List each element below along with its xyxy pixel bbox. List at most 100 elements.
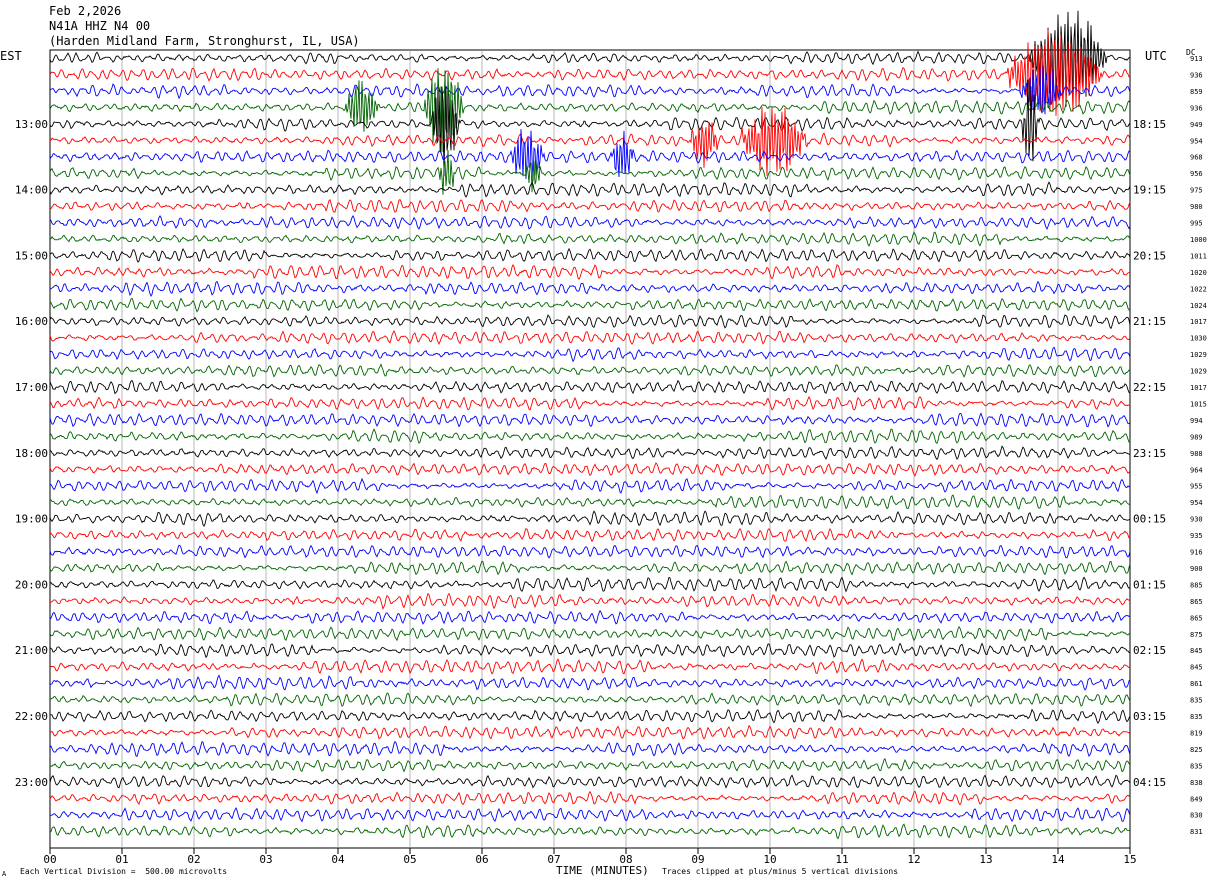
trace-line	[49, 181, 1131, 198]
trace-line	[49, 395, 1131, 411]
dc-offset-label: 1029	[1190, 368, 1207, 376]
dc-offset-label: 819	[1190, 729, 1203, 737]
dc-offset-label: 1029	[1190, 351, 1207, 359]
trace-line	[49, 806, 1131, 823]
trace-line	[49, 412, 1131, 428]
trace-line	[49, 674, 1131, 691]
grid	[49, 49, 1131, 849]
right-time-label: 19:15	[1133, 184, 1166, 197]
dc-offset-label: 885	[1190, 581, 1203, 589]
x-tick-label: 12	[907, 853, 920, 866]
x-tick-label: 04	[331, 853, 345, 866]
dc-offset-label: 1011	[1190, 252, 1207, 260]
trace-line	[49, 757, 1131, 773]
scale-mark: A	[2, 870, 7, 878]
x-tick-label: 15	[1123, 853, 1136, 866]
left-time-label: 14:00	[15, 184, 48, 197]
dc-offset-label: 964	[1190, 466, 1203, 474]
left-time-label: 16:00	[15, 315, 48, 328]
dc-offset-label: 859	[1190, 88, 1203, 96]
plot-date: Feb 2,2026	[49, 4, 122, 18]
dc-offset-label: 830	[1190, 812, 1203, 820]
trace-line	[49, 477, 1131, 495]
trace-line	[49, 724, 1131, 740]
x-tick-label: 05	[403, 853, 416, 866]
x-tick-label: 01	[115, 853, 128, 866]
dc-offset-label: 988	[1190, 450, 1203, 458]
left-time-label: 17:00	[15, 381, 48, 394]
dc-offset-label: 835	[1190, 713, 1203, 721]
dc-offset-label: 831	[1190, 828, 1203, 836]
dc-offset-label: 900	[1190, 565, 1203, 573]
dc-offset-label: 936	[1190, 71, 1203, 79]
trace-line	[49, 494, 1131, 510]
trace-line	[49, 379, 1131, 395]
trace-line	[49, 790, 1131, 806]
trace-line	[49, 198, 1131, 214]
clip-note: Traces clipped at plus/minus 5 vertical …	[662, 867, 899, 876]
trace-line	[49, 642, 1131, 659]
trace-line	[49, 774, 1131, 789]
dc-offset-label: 935	[1190, 532, 1203, 540]
trace-line	[49, 592, 1131, 610]
right-time-label: 02:15	[1133, 644, 1166, 657]
x-tick-label: 09	[691, 853, 704, 866]
dc-offset-label: 949	[1190, 121, 1203, 129]
trace-line	[49, 527, 1131, 543]
plot-frame	[49, 49, 1131, 849]
trace-line	[49, 10, 1131, 107]
trace-line	[49, 79, 1131, 177]
trace-line	[49, 149, 1131, 195]
x-tick-label: 02	[187, 853, 200, 866]
left-time-label: 20:00	[15, 578, 48, 591]
dc-column-label: DC	[1186, 48, 1196, 57]
dc-offset-label: 1017	[1190, 384, 1207, 392]
right-time-label: 21:15	[1133, 315, 1166, 328]
trace-line	[49, 576, 1131, 593]
dc-offset-label: 825	[1190, 746, 1203, 754]
dc-offset-label: 1024	[1190, 302, 1207, 310]
trace-line	[49, 363, 1131, 378]
trace-line	[49, 560, 1131, 576]
dc-offset-label: 968	[1190, 154, 1203, 162]
dc-offset-label: 865	[1190, 614, 1203, 622]
trace-line	[49, 297, 1131, 313]
trace-line	[49, 609, 1131, 625]
trace-line	[49, 29, 1130, 116]
est-axis-label: EST	[0, 49, 22, 63]
dc-offset-label: 956	[1190, 170, 1203, 178]
dc-offset-label: 1022	[1190, 285, 1207, 293]
dc-offset-label: 1000	[1190, 236, 1207, 244]
trace-line	[49, 68, 1131, 153]
dc-offset-label: 835	[1190, 762, 1203, 770]
x-tick-label: 00	[43, 853, 56, 866]
trace-line	[49, 544, 1131, 559]
trace-line	[49, 314, 1131, 330]
dc-offset-label: 1020	[1190, 269, 1207, 277]
right-time-label: 20:15	[1133, 249, 1166, 262]
left-time-label: 18:00	[15, 447, 48, 460]
dc-offset-label: 861	[1190, 680, 1203, 688]
dc-offset-label: 954	[1190, 499, 1203, 507]
station-location: (Harden Midland Farm, Stronghurst, IL, U…	[49, 34, 360, 48]
trace-line	[49, 625, 1131, 642]
right-time-label: 01:15	[1133, 578, 1166, 591]
trace-line	[49, 692, 1131, 708]
dc-offset-label: 975	[1190, 187, 1203, 195]
trace-line	[49, 658, 1131, 675]
dc-offset-label: 875	[1190, 631, 1203, 639]
x-tick-label: 07	[547, 853, 560, 866]
dc-offset-label: 838	[1190, 779, 1203, 787]
trace-line	[49, 129, 1131, 182]
trace-line	[49, 214, 1131, 231]
x-tick-label: 11	[835, 853, 848, 866]
x-tick-label: 10	[763, 853, 776, 866]
dc-offset-label: 916	[1190, 549, 1203, 557]
left-time-label: 19:00	[15, 513, 48, 526]
vertical-division-note: Each Vertical Division = 500.00 microvol…	[20, 867, 228, 876]
right-time-label: 00:15	[1133, 513, 1166, 526]
trace-line	[49, 280, 1131, 298]
x-tick-label: 13	[979, 853, 992, 866]
trace-line	[49, 106, 1131, 176]
trace-line	[49, 823, 1131, 840]
